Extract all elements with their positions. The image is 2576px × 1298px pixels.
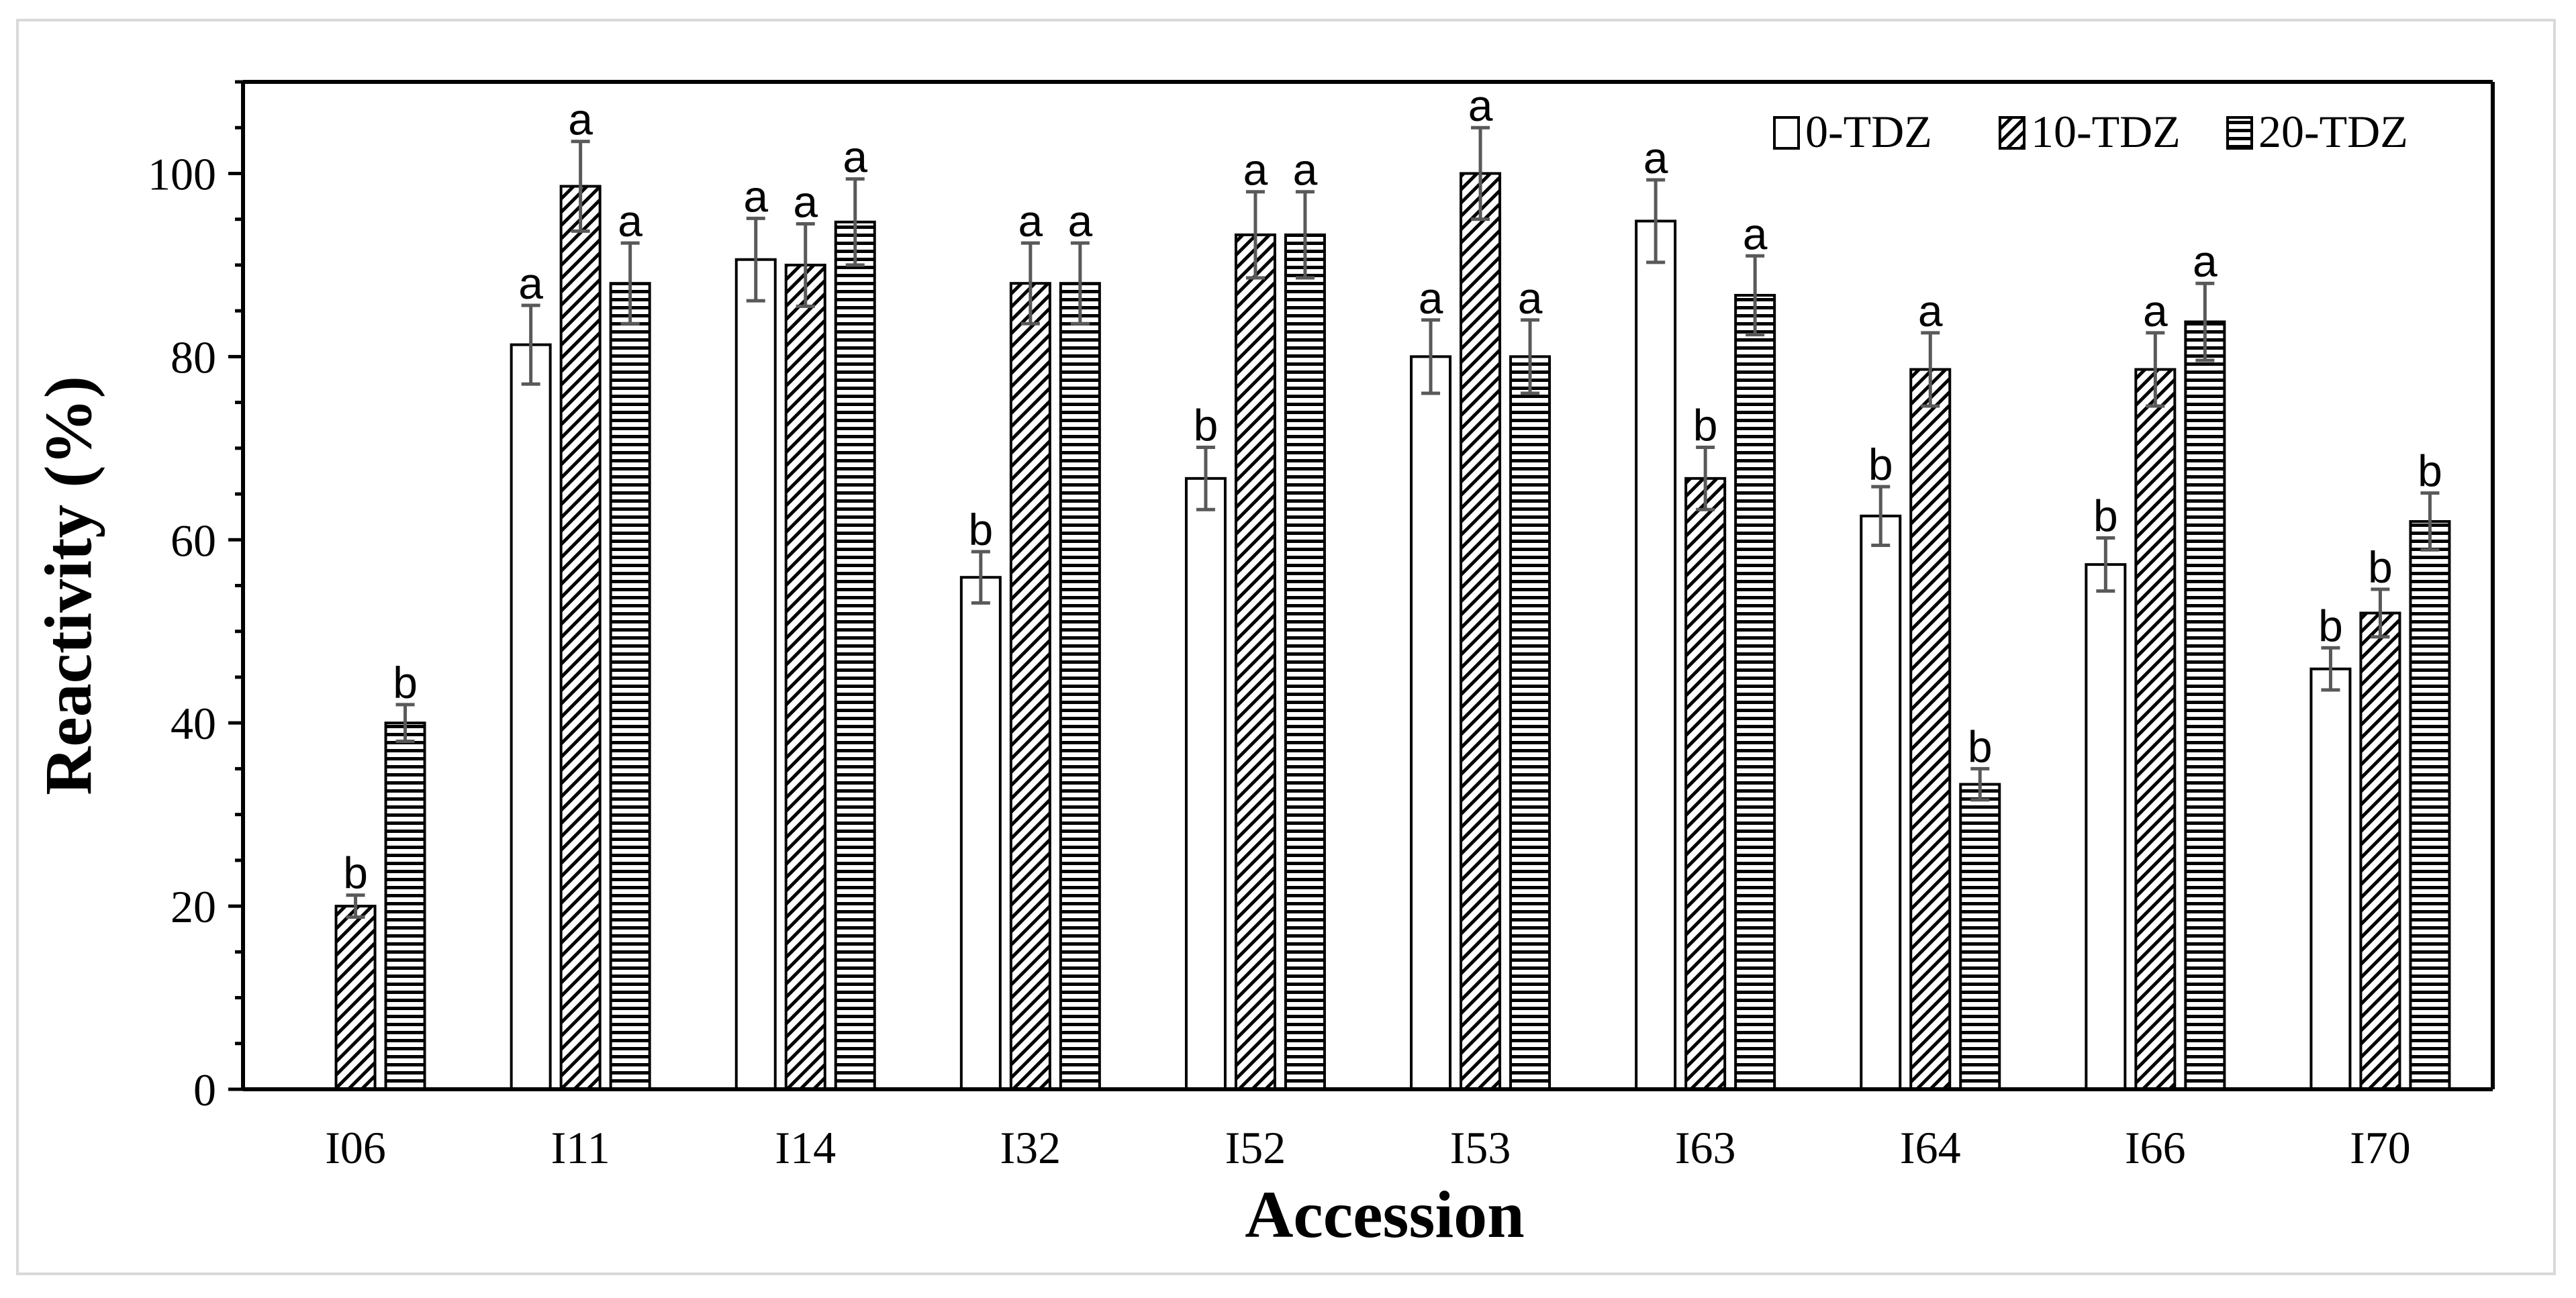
- bar-I70-20-TDZ: [2409, 519, 2451, 1091]
- significance-letter: a: [843, 132, 867, 182]
- bar-I53-0-TDZ: [1410, 355, 1452, 1091]
- y-tick-label: 80: [171, 332, 216, 383]
- legend-label-20-TDZ: 20-TDZ: [2258, 106, 2408, 157]
- x-tick-label: I64: [1900, 1122, 1961, 1173]
- significance-letter: b: [968, 505, 993, 554]
- bar-I14-20-TDZ: [834, 220, 876, 1091]
- bar-I70-0-TDZ: [2309, 667, 2352, 1091]
- significance-letter: a: [1243, 145, 1268, 195]
- bar-I66-0-TDZ: [2085, 563, 2127, 1091]
- legend-swatch-0-TDZ: [1773, 116, 1800, 150]
- significance-letter: a: [2143, 286, 2168, 336]
- legend-label-10-TDZ: 10-TDZ: [2031, 106, 2181, 157]
- x-tick-label: I52: [1225, 1122, 1286, 1173]
- error-bars-layer: [346, 126, 2440, 919]
- bar-I52-10-TDZ: [1234, 233, 1276, 1091]
- x-tick-label: I14: [775, 1122, 836, 1173]
- significance-letter: a: [1918, 286, 1943, 336]
- significance-letter: a: [1293, 145, 1318, 195]
- x-tick-label: I53: [1450, 1122, 1511, 1173]
- significance-letter: a: [1018, 196, 1043, 246]
- legend-swatch-20-TDZ: [2226, 116, 2253, 150]
- x-tick-label: I70: [2350, 1122, 2411, 1173]
- significance-letter: b: [2093, 491, 2118, 541]
- significance-letter: b: [2418, 446, 2442, 496]
- significance-letter: a: [743, 171, 768, 221]
- y-tick-label: 0: [193, 1064, 216, 1115]
- significance-letter: b: [393, 658, 418, 707]
- significance-letter: b: [1693, 400, 1718, 450]
- significance-letter: b: [1868, 440, 1893, 489]
- bar-I64-0-TDZ: [1860, 514, 1902, 1091]
- bar-I06-20-TDZ: [384, 721, 426, 1091]
- x-axis-tick-labels: I06 I11 I14 I32 I52 I53 I63 I64 I66 I70: [325, 1122, 2411, 1173]
- significance-letter: a: [568, 95, 593, 144]
- x-axis-title: Accession: [1245, 1177, 1525, 1252]
- bar-I52-20-TDZ: [1284, 233, 1326, 1091]
- bar-I32-10-TDZ: [1009, 282, 1051, 1091]
- x-tick-label: I63: [1675, 1122, 1736, 1173]
- y-tick-label: 20: [171, 881, 216, 932]
- bar-I53-10-TDZ: [1460, 172, 1502, 1091]
- legend-swatch-10-TDZ: [1999, 116, 2025, 150]
- significance-letter: a: [2193, 236, 2217, 286]
- y-tick-label: 100: [148, 148, 216, 199]
- bar-I11-10-TDZ: [559, 185, 602, 1091]
- bar-I66-20-TDZ: [2184, 320, 2226, 1091]
- bar-I52-0-TDZ: [1184, 477, 1227, 1091]
- significance-letter: a: [1468, 81, 1493, 130]
- significance-letter: a: [793, 177, 818, 227]
- significance-letter: a: [1419, 273, 1443, 323]
- bar-I11-20-TDZ: [609, 282, 651, 1091]
- bars-layer: [334, 172, 2451, 1091]
- x-tick-label: I32: [1000, 1122, 1061, 1173]
- significance-letter: b: [343, 848, 368, 898]
- bar-I66-10-TDZ: [2134, 368, 2177, 1091]
- legend: 0-TDZ 10-TDZ 20-TDZ: [1773, 106, 2408, 157]
- y-tick-label: 40: [171, 698, 216, 749]
- bar-I14-10-TDZ: [784, 263, 826, 1091]
- significance-letter: b: [1194, 400, 1219, 450]
- significance-letter: a: [518, 258, 543, 308]
- significance-letter: b: [1968, 721, 1993, 771]
- bar-I11-0-TDZ: [510, 343, 552, 1091]
- bar-I64-20-TDZ: [1959, 783, 2001, 1091]
- significance-letter: a: [1743, 209, 1768, 258]
- y-tick-label: 60: [171, 515, 216, 566]
- x-tick-label: I66: [2125, 1122, 2186, 1173]
- x-tick-label: I11: [551, 1122, 610, 1173]
- bar-I63-10-TDZ: [1684, 477, 1727, 1091]
- bar-I14-0-TDZ: [734, 258, 777, 1091]
- y-axis-title: Reactivity (%): [31, 376, 105, 795]
- significance-letter: a: [1643, 133, 1668, 183]
- bar-I63-20-TDZ: [1734, 293, 1776, 1091]
- significance-letter: a: [1067, 196, 1092, 246]
- bar-I06-10-TDZ: [334, 905, 377, 1091]
- bar-I64-10-TDZ: [1909, 368, 1952, 1091]
- significance-letter: b: [2318, 601, 2343, 650]
- bar-I53-20-TDZ: [1509, 355, 1552, 1091]
- legend-label-0-TDZ: 0-TDZ: [1805, 106, 1932, 157]
- significance-letter: a: [618, 196, 642, 246]
- x-tick-label: I06: [325, 1122, 386, 1173]
- bar-I70-10-TDZ: [2359, 611, 2401, 1091]
- bar-I32-20-TDZ: [1059, 282, 1101, 1091]
- y-axis-ticks: 0 20 40 60 80 100: [148, 80, 243, 1115]
- bar-I63-0-TDZ: [1635, 219, 1677, 1091]
- significance-letter: b: [2368, 542, 2393, 592]
- bar-I32-0-TDZ: [959, 576, 1002, 1091]
- significance-letter: a: [1518, 273, 1543, 323]
